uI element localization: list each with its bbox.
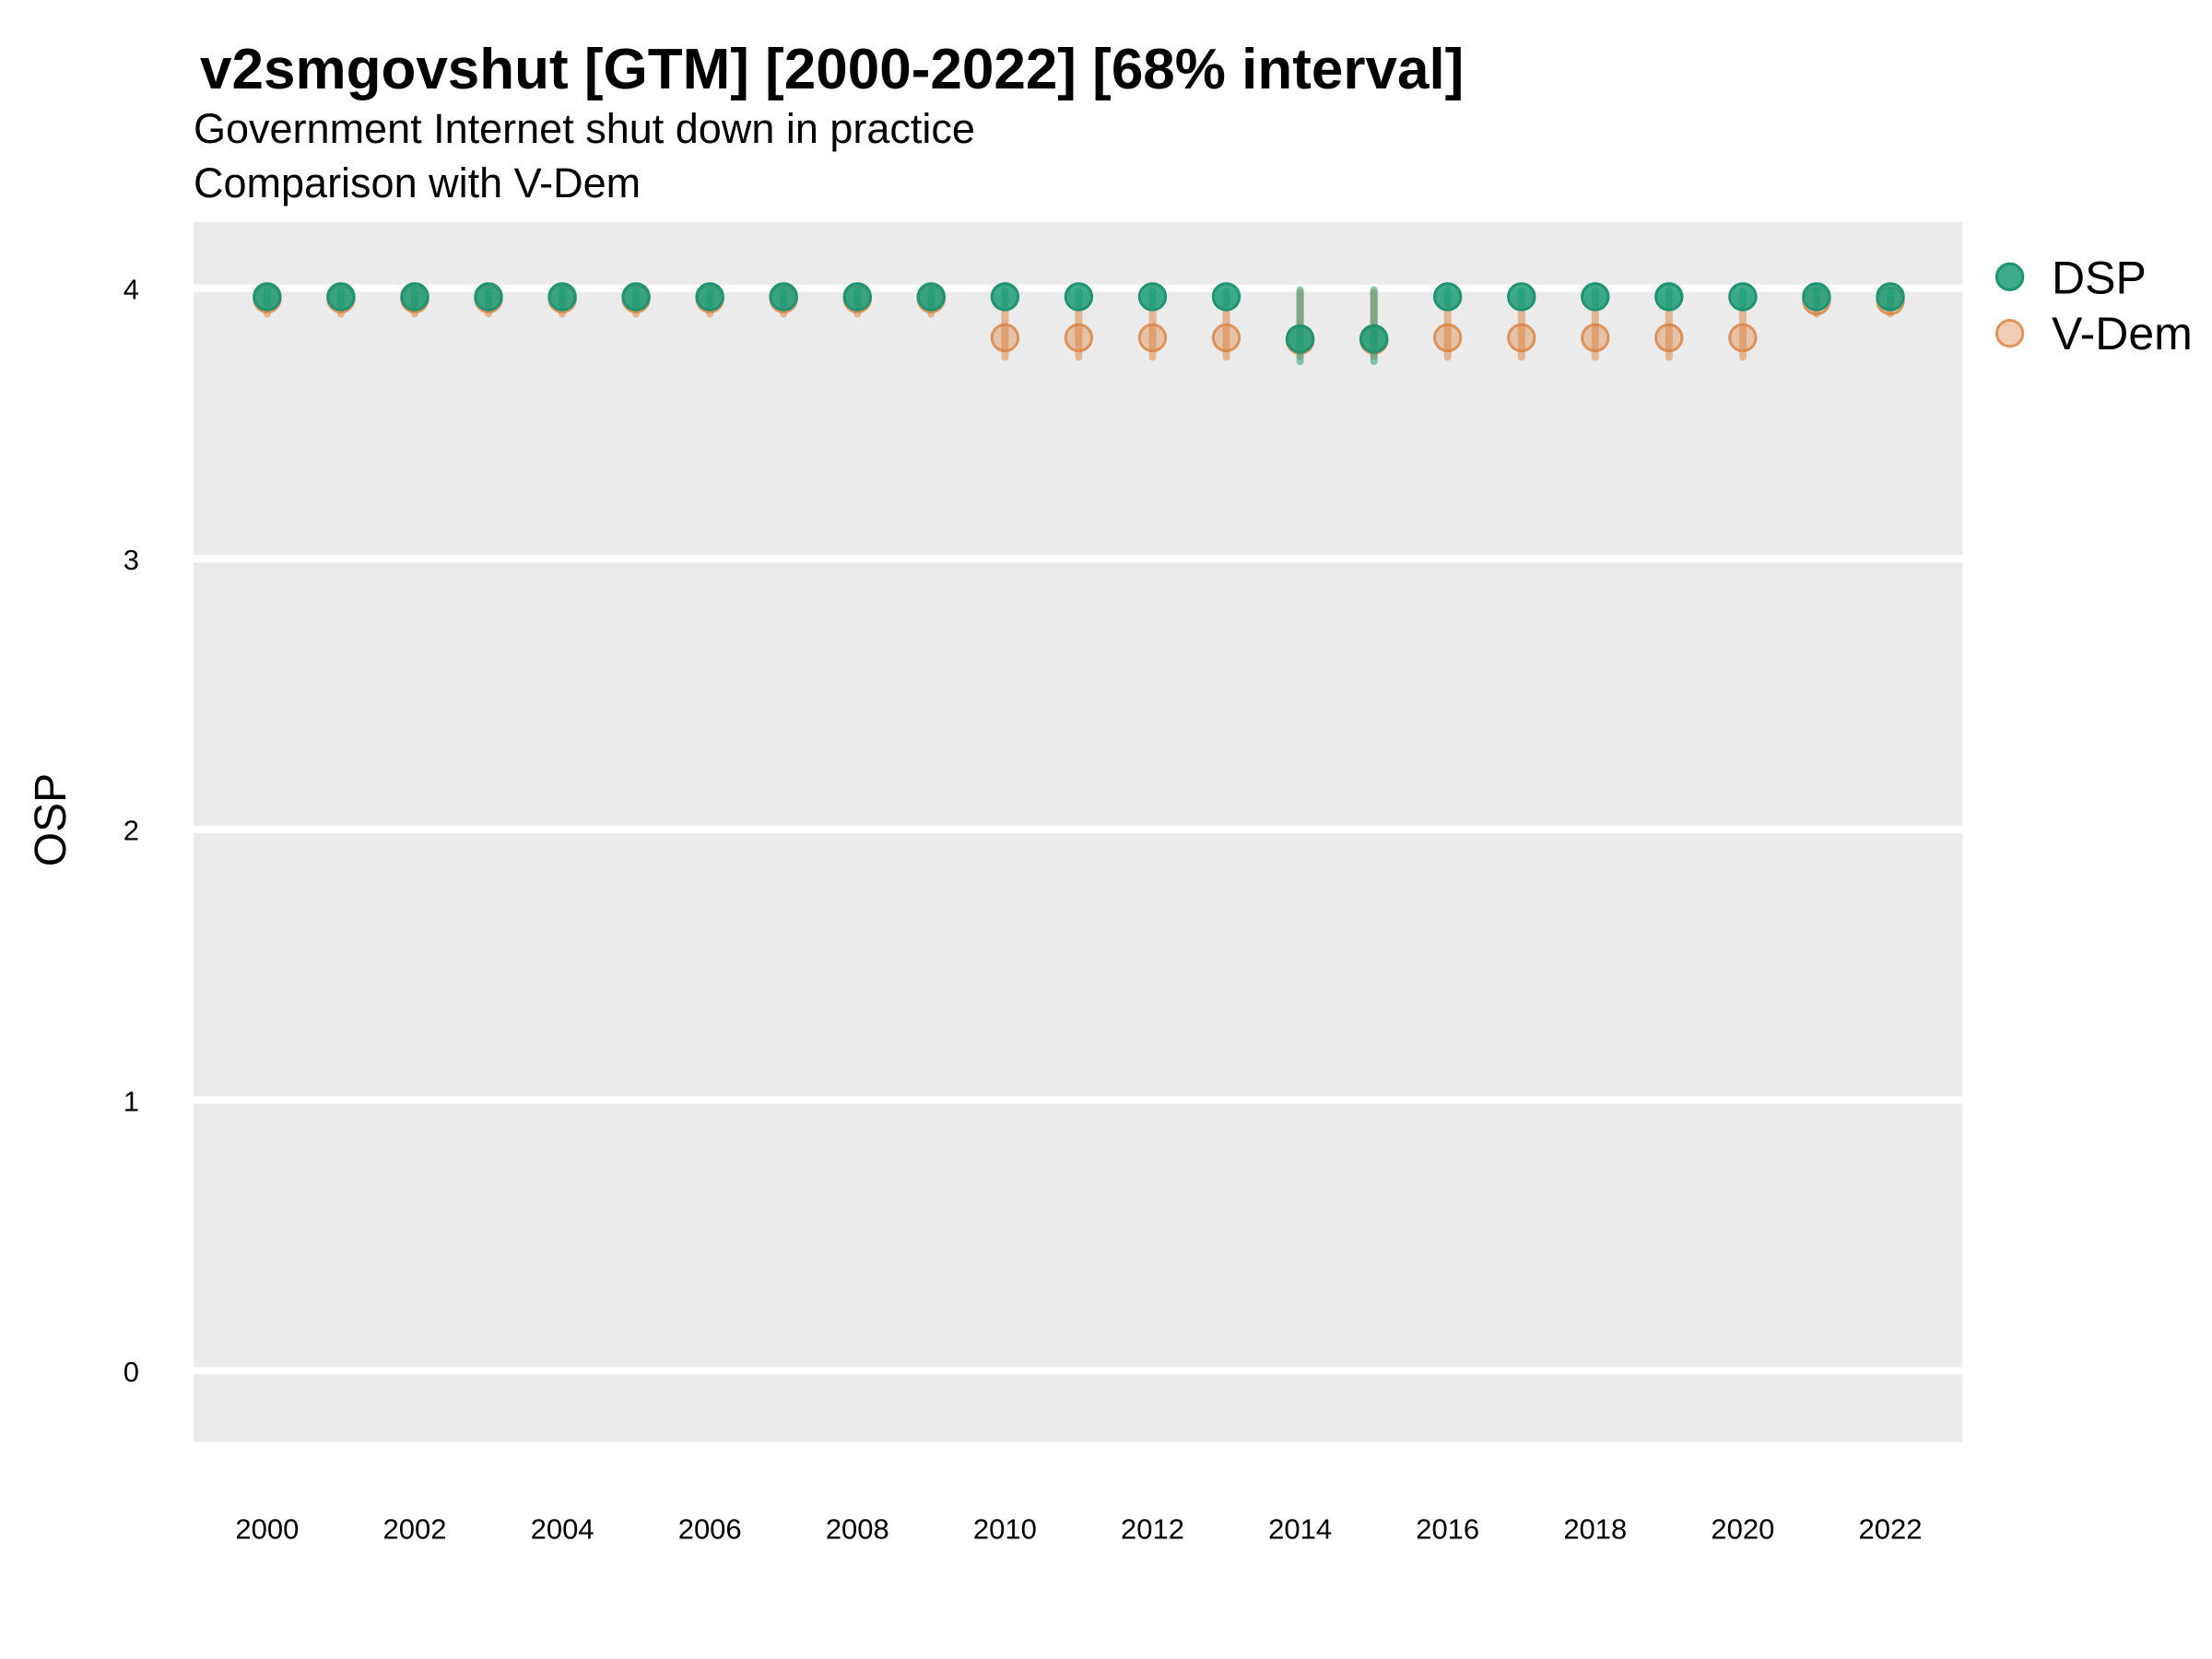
svg-text:2022: 2022 [1859,1513,1923,1546]
svg-text:Government Internet shut down: Government Internet shut down in practic… [194,105,975,152]
svg-text:v2smgovshut [GTM] [2000-2022]: v2smgovshut [GTM] [2000-2022] [68% inter… [200,38,1464,101]
svg-text:3: 3 [124,544,139,576]
svg-text:OSP: OSP [27,773,76,866]
svg-text:0: 0 [124,1356,139,1388]
svg-text:2012: 2012 [1121,1513,1184,1546]
svg-text:V-Dem: V-Dem [2052,308,2193,359]
svg-text:2006: 2006 [678,1513,742,1546]
svg-text:Comparison with V-Dem: Comparison with V-Dem [194,159,641,206]
svg-text:2020: 2020 [1711,1513,1774,1546]
svg-text:2016: 2016 [1416,1513,1479,1546]
svg-text:2: 2 [124,815,139,847]
svg-text:2010: 2010 [973,1513,1037,1546]
svg-text:2018: 2018 [1563,1513,1627,1546]
svg-text:2008: 2008 [826,1513,889,1546]
svg-text:2002: 2002 [383,1513,447,1546]
svg-text:4: 4 [124,273,139,305]
svg-text:2014: 2014 [1268,1513,1332,1546]
svg-text:DSP: DSP [2052,252,2147,303]
svg-text:2000: 2000 [235,1513,299,1546]
svg-text:1: 1 [124,1085,139,1117]
svg-text:2004: 2004 [531,1513,594,1546]
